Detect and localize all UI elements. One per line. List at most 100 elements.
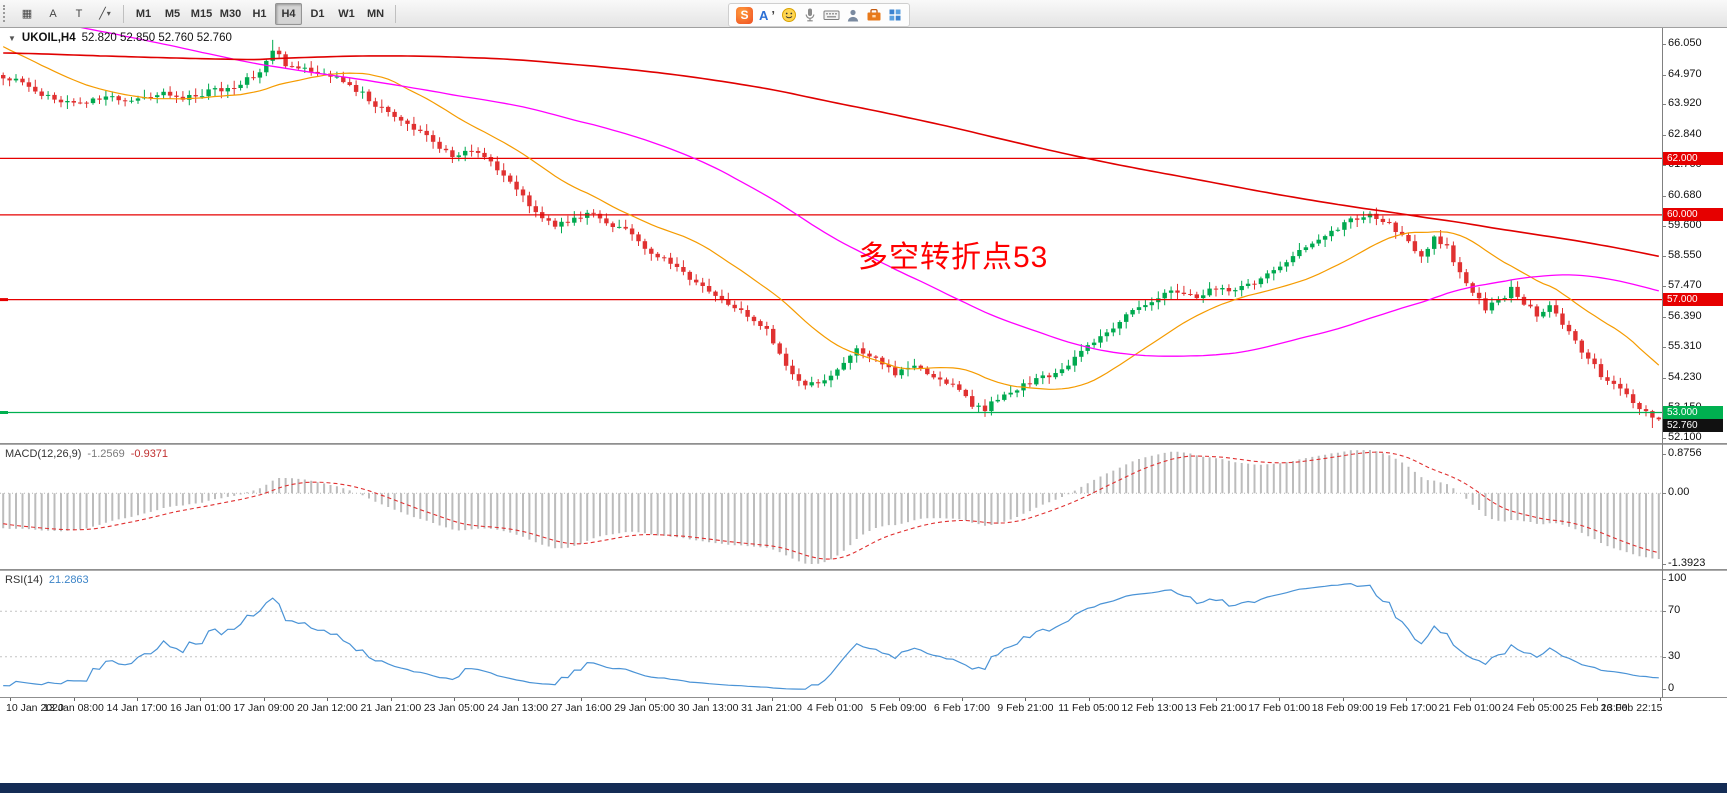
apostrophe-icon[interactable]: ’ bbox=[771, 7, 776, 23]
price-axis-separator bbox=[1662, 28, 1663, 698]
time-axis-tick bbox=[771, 698, 773, 701]
panel-splitter[interactable] bbox=[0, 569, 1727, 571]
person-icon[interactable] bbox=[846, 8, 860, 23]
timeframe-button-m15[interactable]: M15 bbox=[190, 7, 213, 20]
rsi-axis-label: 0 bbox=[1661, 682, 1675, 694]
time-axis-label: 24 Feb 05:00 bbox=[1502, 702, 1565, 714]
time-axis-label: 9 Feb 21:00 bbox=[997, 702, 1054, 714]
time-axis-label: 5 Feb 09:00 bbox=[870, 702, 927, 714]
time-axis-tick bbox=[1596, 698, 1598, 701]
time-axis-label: 14 Jan 17:00 bbox=[106, 702, 168, 714]
time-axis-label: 10 Jan 2020 bbox=[6, 702, 64, 714]
time-axis-tick bbox=[1660, 698, 1661, 701]
timeframe-button-d1[interactable]: D1 bbox=[310, 7, 325, 20]
keyboard-icon[interactable] bbox=[823, 8, 840, 22]
smiley-icon[interactable] bbox=[781, 7, 797, 23]
time-axis-tick bbox=[898, 698, 900, 701]
time-axis-label: 19 Feb 17:00 bbox=[1375, 702, 1438, 714]
panel-splitter[interactable] bbox=[0, 443, 1727, 445]
toolbar-grip[interactable] bbox=[3, 5, 9, 22]
rsi-name: RSI(14) bbox=[5, 574, 43, 586]
time-axis-tick bbox=[581, 698, 583, 701]
chart-annotation-text[interactable]: 多空转折点53 bbox=[858, 241, 1049, 274]
axis-price-label: 62.840 bbox=[1662, 127, 1702, 140]
pinyin-mode-icon[interactable]: A bbox=[759, 7, 769, 23]
rsi-chart-svg[interactable] bbox=[0, 571, 1662, 697]
time-axis-label: 17 Jan 09:00 bbox=[233, 702, 295, 714]
rsi-axis-label: 100 bbox=[1661, 572, 1687, 584]
time-axis-label: 26 Feb 22:15 bbox=[1600, 702, 1663, 714]
time-axis-tick bbox=[1469, 698, 1471, 701]
axis-price-label: 63.920 bbox=[1662, 97, 1702, 110]
time-axis-tick bbox=[835, 698, 836, 701]
time-axis-label: 31 Jan 21:00 bbox=[741, 702, 802, 714]
price-line-badge: 53.000 bbox=[1663, 406, 1723, 419]
macd-axis-label: -1.3923 bbox=[1661, 557, 1706, 569]
timeframe-group: M1 M5 M15 M30 H1 H4 D1 W1 MN bbox=[129, 2, 390, 25]
time-axis-tick bbox=[1342, 698, 1344, 701]
axis-price-label: 60.680 bbox=[1662, 188, 1702, 201]
timeframe-button-w1[interactable]: W1 bbox=[338, 7, 355, 20]
time-axis-label: 27 Jan 16:00 bbox=[550, 702, 612, 714]
macd-main-value: -1.2569 bbox=[87, 448, 125, 460]
timeframe-button-mn[interactable]: MN bbox=[366, 7, 385, 20]
window-marker-icon: ▼ bbox=[8, 34, 16, 43]
price-line-badge: 57.000 bbox=[1663, 293, 1723, 307]
sogou-logo-icon[interactable]: S bbox=[736, 6, 753, 24]
axis-price-label: 57.470 bbox=[1662, 279, 1702, 292]
charts-icon[interactable]: ▦ bbox=[21, 7, 33, 20]
price-chart-svg[interactable] bbox=[0, 28, 1662, 443]
time-axis-tick bbox=[517, 698, 519, 701]
current-price-badge: 52.760 bbox=[1663, 419, 1723, 432]
time-axis-tick bbox=[644, 698, 646, 701]
toolbar-separator bbox=[395, 4, 396, 23]
time-axis-label: 11 Feb 05:00 bbox=[1058, 702, 1120, 714]
ime-toolbar: S A ’ bbox=[728, 3, 911, 27]
time-axis-tick bbox=[10, 698, 11, 701]
timeframe-button-m5[interactable]: M5 bbox=[164, 7, 181, 20]
toolbar-left-icons: ▦ A T ╱ ▾ bbox=[14, 2, 118, 25]
macd-panel[interactable]: MACD(12,26,9) -1.2569 -0.9371 bbox=[0, 445, 1727, 569]
timeframe-button-h4[interactable]: H4 bbox=[275, 2, 302, 25]
time-axis-tick bbox=[1152, 698, 1154, 701]
macd-label: MACD(12,26,9) -1.2569 -0.9371 bbox=[5, 448, 168, 460]
axis-price-label: 56.390 bbox=[1662, 309, 1702, 322]
axis-price-label: 54.230 bbox=[1662, 370, 1702, 383]
time-axis-label: 13 Feb 21:00 bbox=[1184, 702, 1247, 714]
axis-price-label: 64.970 bbox=[1662, 67, 1702, 80]
toolbox-icon[interactable] bbox=[866, 8, 882, 22]
time-axis-tick bbox=[200, 698, 202, 701]
macd-axis-label: 0.00 bbox=[1661, 486, 1690, 499]
price-line-badge: 62.000 bbox=[1663, 151, 1723, 165]
time-axis[interactable]: 10 Jan 2020 13 Jan 08:00 14 Jan 17:00 16 Ja… bbox=[0, 698, 1727, 717]
price-chart-panel[interactable]: ▼ UKOIL,H4 52.820 52.850 52.760 52.760 多… bbox=[0, 28, 1727, 443]
time-axis-tick bbox=[390, 698, 392, 701]
timeframe-button-m1[interactable]: M1 bbox=[135, 7, 152, 20]
time-axis-label: 16 Jan 01:00 bbox=[170, 702, 231, 714]
annotate-a-icon[interactable]: A bbox=[49, 7, 57, 20]
axis-price-label: 58.550 bbox=[1662, 248, 1702, 261]
apps-grid-icon[interactable] bbox=[888, 8, 902, 22]
microphone-icon[interactable] bbox=[803, 7, 817, 23]
time-axis-tick bbox=[961, 698, 963, 701]
timeframe-button-h1[interactable]: H1 bbox=[252, 7, 267, 20]
windows-taskbar-edge[interactable] bbox=[0, 783, 1727, 793]
time-axis-tick bbox=[136, 698, 138, 701]
symbol-name: UKOIL,H4 bbox=[21, 32, 76, 44]
text-tool-icon[interactable]: T bbox=[75, 7, 83, 20]
axis-price-label: 66.050 bbox=[1662, 37, 1702, 50]
macd-chart-svg[interactable] bbox=[0, 445, 1662, 569]
line-objects-icon[interactable]: ╱ ▾ bbox=[99, 7, 111, 20]
axis-price-label: 55.310 bbox=[1662, 340, 1702, 353]
rsi-panel[interactable]: RSI(14) 21.2863 bbox=[0, 571, 1727, 697]
time-axis-label: 25 Feb 13:00 bbox=[1565, 702, 1628, 714]
time-axis-tick bbox=[263, 698, 265, 701]
time-axis-label: 6 Feb 17:00 bbox=[933, 702, 990, 714]
time-axis-label: 17 Feb 01:00 bbox=[1248, 702, 1311, 714]
timeframe-button-m30[interactable]: M30 bbox=[219, 7, 242, 20]
time-axis-label: 12 Feb 13:00 bbox=[1121, 702, 1184, 714]
macd-signal-value: -0.9371 bbox=[130, 448, 169, 460]
time-axis-label: 21 Jan 21:00 bbox=[360, 702, 422, 714]
time-axis-label: 20 Jan 12:00 bbox=[296, 702, 358, 714]
